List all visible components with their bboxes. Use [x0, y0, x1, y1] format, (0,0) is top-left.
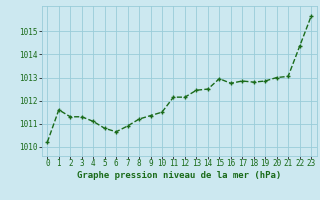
X-axis label: Graphe pression niveau de la mer (hPa): Graphe pression niveau de la mer (hPa) — [77, 171, 281, 180]
